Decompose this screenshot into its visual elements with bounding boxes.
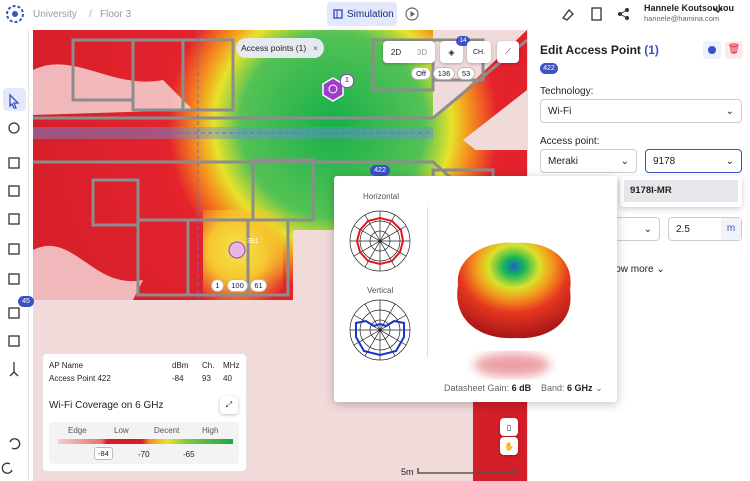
show-more[interactable]: Show more ⌄ [603, 264, 665, 275]
user-name[interactable]: Hannele Koutsoukou [644, 3, 735, 13]
band-value[interactable]: 6 GHz [567, 383, 593, 393]
ap-label: Access point: [540, 136, 600, 147]
simulation-label: Simulation [347, 9, 394, 20]
horizontal-label: Horizontal [363, 192, 400, 201]
measure-button[interactable]: ⟋ [497, 41, 519, 63]
table-cell: 93 [202, 374, 211, 383]
zoom-button[interactable]: ▯ [500, 418, 518, 436]
color-button[interactable] [703, 41, 721, 59]
filter-chip-label: Access points (1) [241, 43, 307, 53]
height-unit: m [721, 218, 741, 240]
table-header: AP Name [49, 361, 84, 370]
stat-pill: 53 [457, 67, 475, 80]
logo [6, 5, 24, 23]
header-icons[interactable] [560, 6, 650, 22]
panel-title: Edit Access Point (1) [540, 43, 659, 57]
breadcrumb-separator: / [89, 9, 92, 20]
legend-level: Low [114, 426, 129, 435]
pan-button[interactable]: ✋ [500, 437, 518, 455]
ap-label: 391 [247, 238, 259, 245]
ap-stat-pill: 61 [250, 279, 267, 292]
layers-badge: 14 [456, 36, 470, 46]
table-cell: Access Point 422 [49, 374, 111, 383]
scale-label: 5m [401, 467, 414, 477]
popup-divider [427, 207, 428, 357]
band-label: Band: [541, 383, 565, 393]
view-2d[interactable]: 2D [390, 47, 402, 57]
legend-level: High [202, 426, 219, 435]
panel-title-text: Edit Access Point [540, 43, 641, 57]
legend-marker: -84 [94, 447, 113, 460]
legend-level: Edge [68, 426, 87, 435]
legend-level: Decent [154, 426, 180, 435]
band-select[interactable]: Band: 6 GHz ⌄ [541, 383, 603, 393]
delete-button[interactable]: 🗑 [725, 41, 743, 59]
panel-badge: 422 [540, 63, 558, 74]
model-option[interactable]: 9178I-MR [624, 180, 738, 202]
user-menu-chevron[interactable] [713, 6, 723, 14]
sidebar-badge: 45 [18, 296, 34, 307]
gain-label: Datasheet Gain: 6 dB [444, 383, 531, 393]
coverage-title: Wi-Fi Coverage on 6 GHz [49, 400, 164, 411]
vendor-value: Meraki [548, 155, 579, 167]
view-3d[interactable]: 3D [416, 47, 428, 57]
gain-value: 6 dB [511, 383, 532, 393]
ap-id-badge: 422 [370, 165, 390, 176]
technology-select[interactable]: Wi-Fi ⌄ [540, 99, 742, 123]
gain-label-text: Datasheet Gain: [444, 383, 510, 393]
expand-button[interactable]: ⤢ [220, 396, 238, 414]
breadcrumb-floor[interactable]: Floor 3 [100, 9, 132, 20]
ap-stat-pill: 100 [227, 279, 248, 292]
view-toggle[interactable]: 2D 3D [383, 41, 435, 63]
model-input[interactable]: 9178 ⌄ [645, 149, 742, 173]
polar-plots [349, 210, 411, 361]
model-input-value: 9178 [653, 155, 676, 167]
ap-stat-pill: 1 [211, 279, 224, 292]
height-value: 2.5 [676, 223, 690, 235]
antenna-3d-pattern [457, 242, 571, 377]
vertical-label: Vertical [367, 286, 394, 295]
filter-chip[interactable]: Access points (1) × [236, 38, 324, 58]
table-cell: -84 [172, 374, 184, 383]
channel-button[interactable]: CH. [467, 41, 491, 63]
simulation-icon [333, 9, 343, 19]
vendor-select[interactable]: Meraki ⌄ [540, 149, 637, 173]
table-cell: 40 [223, 374, 232, 383]
play-button[interactable] [404, 6, 420, 22]
panel-title-count: (1) [644, 43, 659, 57]
sidebar-icons[interactable] [0, 90, 28, 480]
legend-threshold: -70 [138, 450, 150, 459]
access-point-icon-2[interactable] [227, 240, 247, 260]
table-header: Ch. [202, 361, 215, 370]
show-more-text[interactable]: Show more [603, 264, 654, 275]
stat-pill: 136 [433, 67, 455, 80]
table-header: dBm [172, 361, 189, 370]
user-email: hannele@hamina.com [644, 14, 720, 23]
legend-gradient [58, 439, 233, 444]
stat-pill: Off [411, 67, 431, 80]
technology-value: Wi-Fi [548, 105, 572, 117]
breadcrumb-project[interactable]: University [33, 9, 77, 20]
legend-threshold: -65 [183, 450, 195, 459]
filter-chip-close[interactable]: × [313, 43, 318, 53]
table-header: MHz [223, 361, 240, 370]
simulation-button[interactable] [327, 2, 397, 26]
height-input[interactable]: 2.5 m [668, 217, 742, 241]
technology-label: Technology: [540, 86, 594, 97]
model-dropdown: 9178I-MR [620, 176, 742, 207]
ap-count-badge: 1 [340, 74, 354, 88]
scale-bar [417, 468, 516, 474]
layers-button[interactable]: ◈ [440, 41, 463, 63]
